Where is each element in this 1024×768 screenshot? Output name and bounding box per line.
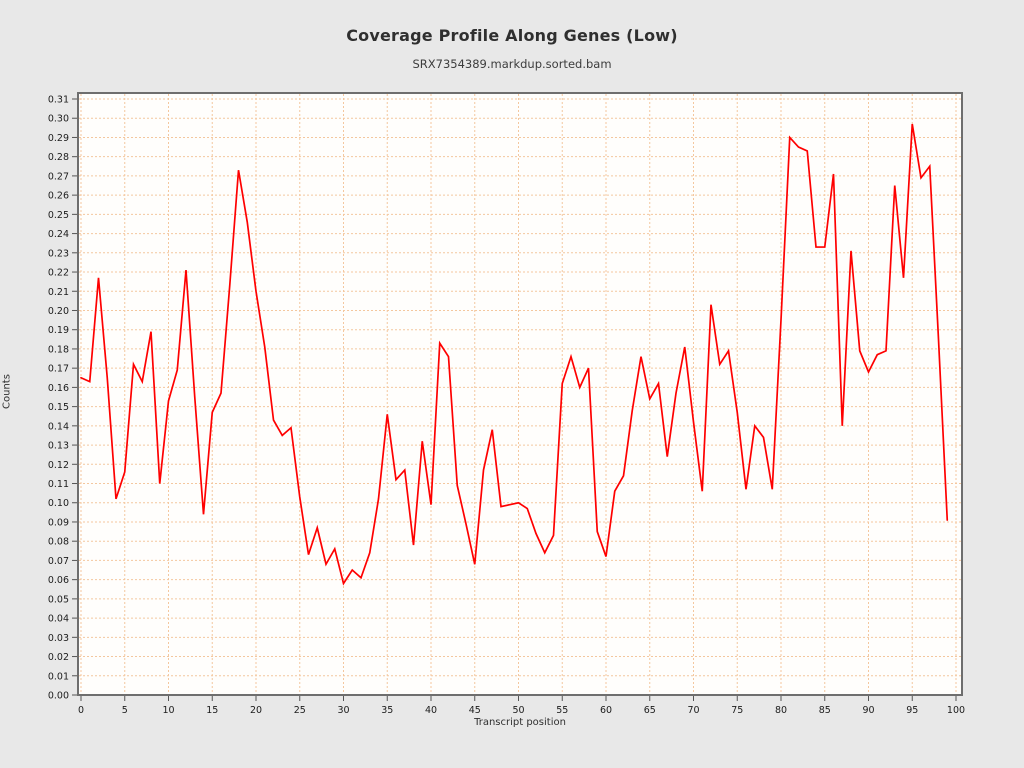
svg-text:0.05: 0.05 — [48, 594, 69, 605]
x-tick-labels: 0 5 10 15 20 25 30 35 40 45 50 55 60 65 70 75 80 85 90 95 10… — [78, 705, 965, 716]
x-axis-label: Transcript position — [474, 717, 566, 728]
svg-text:70: 70 — [687, 705, 699, 716]
svg-text:45: 45 — [469, 705, 481, 716]
svg-text:80: 80 — [775, 705, 787, 716]
svg-text:0.09: 0.09 — [48, 517, 69, 528]
svg-text:55: 55 — [556, 705, 568, 716]
svg-text:0.14: 0.14 — [48, 421, 69, 432]
svg-text:90: 90 — [862, 705, 874, 716]
plot-frame — [77, 92, 963, 696]
svg-text:0.19: 0.19 — [48, 325, 69, 336]
svg-text:0.06: 0.06 — [48, 575, 69, 586]
y-axis-label: Counts — [1, 374, 13, 409]
svg-text:75: 75 — [731, 705, 743, 716]
svg-text:0.03: 0.03 — [48, 633, 69, 644]
svg-text:100: 100 — [947, 705, 965, 716]
svg-text:0.21: 0.21 — [48, 287, 69, 298]
svg-text:0.13: 0.13 — [48, 441, 69, 452]
svg-text:85: 85 — [819, 705, 831, 716]
svg-text:30: 30 — [337, 705, 349, 716]
svg-text:15: 15 — [206, 705, 218, 716]
svg-text:0.16: 0.16 — [48, 383, 69, 394]
axis-ticks — [72, 98, 957, 701]
svg-text:0.25: 0.25 — [48, 210, 69, 221]
svg-text:0.10: 0.10 — [48, 498, 69, 509]
svg-text:0.20: 0.20 — [48, 306, 69, 317]
svg-text:95: 95 — [906, 705, 918, 716]
svg-text:0.08: 0.08 — [48, 537, 69, 548]
y-tick-labels: 0.00 0.01 0.02 0.03 0.04 0.05 0.06 0.07 0.08 0.09… — [48, 95, 69, 702]
svg-text:0: 0 — [78, 705, 84, 716]
svg-text:65: 65 — [644, 705, 656, 716]
svg-text:0.22: 0.22 — [48, 268, 69, 279]
plot-background — [78, 93, 962, 695]
svg-text:5: 5 — [122, 705, 128, 716]
svg-text:0.11: 0.11 — [48, 479, 69, 490]
svg-text:0.01: 0.01 — [48, 671, 69, 682]
svg-text:10: 10 — [162, 705, 174, 716]
chart-title: Coverage Profile Along Genes (Low) — [346, 26, 678, 45]
svg-text:0.15: 0.15 — [48, 402, 69, 413]
chart-subtitle: SRX7354389.markdup.sorted.bam — [412, 57, 612, 71]
svg-text:0.26: 0.26 — [48, 191, 69, 202]
svg-text:0.31: 0.31 — [48, 95, 69, 106]
svg-text:0.29: 0.29 — [48, 133, 69, 144]
svg-text:0.18: 0.18 — [48, 344, 69, 355]
svg-text:0.28: 0.28 — [48, 152, 69, 163]
svg-text:25: 25 — [294, 705, 306, 716]
coverage-line — [80, 123, 949, 586]
svg-text:20: 20 — [250, 705, 262, 716]
svg-text:0.00: 0.00 — [48, 691, 69, 702]
svg-text:40: 40 — [425, 705, 437, 716]
svg-text:0.23: 0.23 — [48, 248, 69, 259]
svg-text:0.17: 0.17 — [48, 364, 69, 375]
svg-text:0.02: 0.02 — [48, 652, 69, 663]
svg-text:35: 35 — [381, 705, 393, 716]
svg-text:60: 60 — [600, 705, 612, 716]
svg-text:0.24: 0.24 — [48, 229, 69, 240]
svg-text:50: 50 — [512, 705, 524, 716]
svg-text:0.27: 0.27 — [48, 171, 69, 182]
svg-text:0.30: 0.30 — [48, 114, 69, 125]
gridlines — [79, 94, 961, 696]
svg-text:0.07: 0.07 — [48, 556, 69, 567]
svg-text:0.04: 0.04 — [48, 614, 69, 625]
svg-text:0.12: 0.12 — [48, 460, 69, 471]
